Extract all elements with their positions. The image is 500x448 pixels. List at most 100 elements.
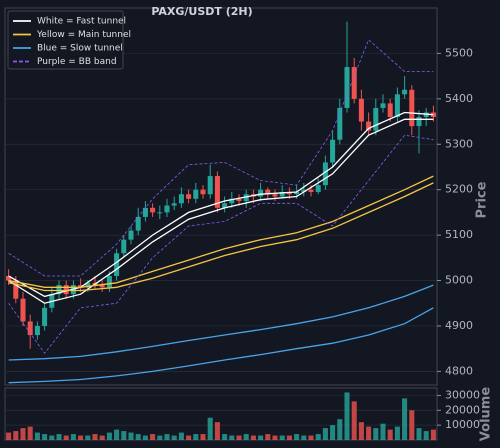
candle-body — [106, 275, 112, 288]
price-panel — [4, 7, 438, 386]
volume-bar — [186, 435, 192, 440]
candle-body — [258, 189, 264, 197]
volume-bar — [351, 401, 357, 440]
volume-bar — [63, 435, 69, 440]
candle-body — [358, 98, 364, 122]
candle-body — [409, 89, 415, 127]
volume-bar — [243, 434, 249, 440]
candle-body — [286, 191, 292, 195]
candle-body — [272, 194, 278, 197]
volume-bar — [164, 434, 170, 440]
candle-body — [78, 285, 84, 288]
overlay-line — [8, 284, 434, 361]
y-tick-label: 4900 — [445, 319, 473, 332]
volume-bar — [330, 425, 336, 440]
candle-body — [308, 189, 314, 192]
chart-title: PAXG/USDT (2H) — [151, 5, 252, 18]
volume-bar — [49, 435, 55, 440]
candle-body — [351, 67, 357, 99]
candle-body — [34, 325, 40, 336]
volume-bar — [27, 426, 33, 440]
volume-bar — [92, 434, 98, 440]
candle-body — [380, 103, 386, 108]
volume-bar — [56, 434, 62, 440]
candle-body — [416, 117, 422, 127]
candle-body — [63, 285, 69, 295]
volume-axis-label: Volume — [479, 387, 494, 442]
volume-bar — [42, 434, 48, 440]
overlay-line — [8, 307, 434, 384]
volume-bar — [265, 434, 271, 440]
volume-bar — [430, 429, 436, 440]
volume-bar — [423, 431, 429, 440]
y-tick-label: 30000 — [445, 388, 480, 401]
candle-body — [85, 282, 91, 288]
candle-body — [301, 189, 307, 192]
candle-body — [99, 285, 105, 288]
candle-body — [366, 121, 372, 131]
volume-bar — [193, 434, 199, 440]
y-tick-label: 4800 — [445, 364, 473, 377]
volume-bar — [20, 428, 26, 440]
candle-body — [13, 280, 19, 299]
candle-body — [121, 239, 127, 254]
volume-bar — [272, 435, 278, 440]
volume-bar — [70, 434, 76, 440]
y-tick-label: 5100 — [445, 228, 473, 241]
volume-bar — [250, 435, 256, 440]
volume-bar — [286, 435, 292, 440]
volume-bar — [387, 429, 393, 440]
candle-body — [114, 253, 120, 276]
volume-bar — [409, 410, 415, 440]
candle-body — [157, 212, 163, 214]
volume-bar — [279, 435, 285, 440]
overlay-line — [8, 182, 434, 292]
candle-body — [20, 298, 26, 322]
candle-body — [402, 89, 408, 95]
volume-bar — [344, 392, 350, 440]
candle-body — [142, 207, 148, 217]
volume-bar — [373, 428, 379, 440]
candle-body — [193, 189, 199, 199]
y-tick-label: 5400 — [445, 92, 473, 105]
volume-bar — [394, 426, 400, 440]
y-tick-label: 5000 — [445, 274, 473, 287]
volume-bar — [200, 434, 206, 440]
volume-bar — [294, 434, 300, 440]
volume-bar — [157, 435, 163, 440]
candle-body — [387, 103, 393, 118]
volume-bar — [142, 435, 148, 440]
candle-body — [229, 198, 235, 204]
candle-body — [6, 275, 12, 281]
candle-body — [265, 189, 271, 195]
candle-body — [222, 203, 228, 208]
candle-body — [243, 194, 249, 202]
candle-body — [373, 107, 379, 131]
candle-body — [27, 321, 33, 336]
volume-bar — [322, 428, 328, 440]
candle-body — [430, 112, 436, 118]
candle-body — [128, 230, 134, 240]
volume-bar — [121, 431, 127, 440]
candle-body — [150, 207, 156, 213]
candle-body — [337, 107, 343, 140]
y-tick-label: 5200 — [445, 183, 473, 196]
y-axis-label: Price — [475, 181, 490, 218]
volume-bar — [222, 434, 228, 440]
y-tick-label: 5300 — [445, 137, 473, 150]
volume-bar — [358, 422, 364, 440]
volume-panel — [4, 387, 438, 441]
candle-body — [186, 194, 192, 199]
volume-bar — [402, 398, 408, 440]
legend-box — [7, 10, 124, 70]
y-tick-label: 5500 — [445, 46, 473, 59]
y-tick-label: 10000 — [445, 418, 480, 431]
candle-body — [56, 285, 62, 295]
candle-body — [394, 94, 400, 118]
volume-bar — [128, 432, 134, 440]
candle-body — [236, 198, 242, 202]
candle-body — [315, 185, 321, 192]
overlay-line — [8, 118, 434, 304]
candle-body — [294, 191, 300, 195]
